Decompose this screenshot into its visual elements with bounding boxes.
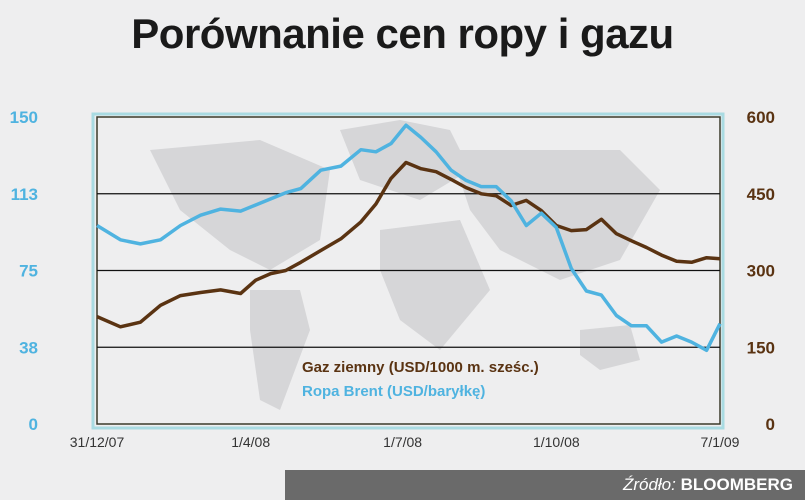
legend-oil: Ropa Brent (USD/baryłkę)	[302, 383, 485, 400]
source-label: Źródło:	[622, 475, 676, 494]
x-tick-label: 1/4/08	[231, 434, 270, 450]
x-tick-label: 7/1/09	[701, 434, 740, 450]
y-right-tick-label: 450	[747, 185, 775, 204]
chart: 0 38 75 113 150 0 150 300 450 600 31/12/07 1/4/08…	[10, 108, 775, 450]
source-footer: Źródło: BLOOMBERG	[285, 470, 805, 500]
y-left-tick-label: 38	[19, 338, 38, 357]
x-tick-label: 1/10/08	[533, 434, 580, 450]
y-right-tick-label: 150	[747, 338, 775, 357]
y-left-tick-label: 113	[11, 185, 38, 204]
legend-gas: Gaz ziemny (USD/1000 m. sześc.)	[302, 359, 539, 376]
y-right-tick-label: 0	[766, 415, 775, 434]
x-tick-label: 1/7/08	[383, 434, 422, 450]
plot-outer-frame	[91, 112, 725, 430]
source-name: BLOOMBERG	[680, 475, 793, 494]
y-left-tick-label: 0	[29, 415, 38, 434]
map-background	[150, 120, 660, 410]
chart-title: Porównanie cen ropy i gazu	[131, 10, 674, 57]
series-line-gas	[96, 160, 721, 329]
series-line-oil	[96, 123, 722, 353]
x-tick-label: 31/12/07	[70, 434, 125, 450]
y-left-tick-label: 75	[19, 262, 38, 281]
y-right-tick-label: 300	[747, 262, 775, 281]
y-left-tick-label: 150	[10, 108, 38, 127]
y-right-tick-label: 600	[747, 108, 775, 127]
